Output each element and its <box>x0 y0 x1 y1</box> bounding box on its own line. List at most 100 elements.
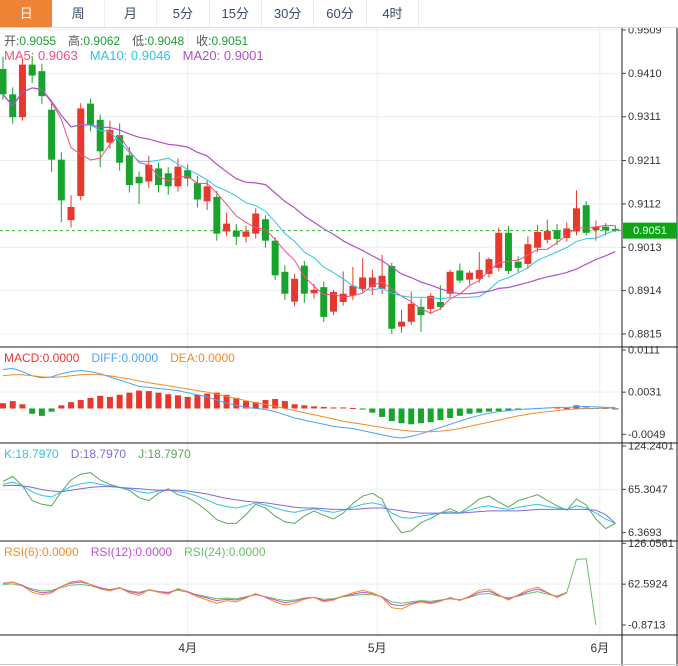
macd-hist-bar <box>437 408 444 421</box>
dea-line <box>2 373 616 433</box>
candle-body <box>203 186 211 202</box>
macd-hist-bar <box>447 408 454 418</box>
candle-body <box>368 277 376 288</box>
macd-hist-bar <box>165 394 172 409</box>
macd-hist-bar <box>349 407 356 409</box>
macd-hist-bar <box>466 408 473 414</box>
tab-60分[interactable]: 60分 <box>314 0 367 27</box>
axis-tick-label: 126.0561 <box>628 538 674 550</box>
month-label: 4月 <box>178 641 197 655</box>
macd-hist-bar <box>19 404 26 409</box>
macd-hist-bar <box>68 402 75 409</box>
macd-hist-bar <box>223 394 230 409</box>
macd-hist-bar <box>505 408 512 411</box>
dea-value: DEA:0.0000 <box>170 351 235 365</box>
candle-body <box>504 232 512 271</box>
macd-hist-bar <box>486 408 492 412</box>
macd-hist-bar <box>379 408 386 417</box>
candle-body <box>329 291 337 312</box>
tab-月[interactable]: 月 <box>105 0 158 27</box>
macd-hist-bar <box>476 408 483 413</box>
tab-周[interactable]: 周 <box>52 0 105 27</box>
tab-日[interactable]: 日 <box>0 0 53 27</box>
k-line <box>2 481 616 524</box>
axis-tick-label: 0.9211 <box>628 155 661 167</box>
candle-body <box>193 182 201 200</box>
high-value: 0.9062 <box>83 34 121 48</box>
macd-hist-bar <box>38 408 45 416</box>
candle-body <box>271 240 279 276</box>
macd-hist-bar <box>145 391 152 409</box>
diff-value: DIFF:0.0000 <box>91 351 159 365</box>
macd-hist-bar <box>417 408 424 424</box>
candle-body <box>495 232 503 268</box>
candle-body <box>125 155 133 186</box>
axis-tick-label: 62.5924 <box>628 579 668 591</box>
rsi6-value: RSI(6):0.0000 <box>4 545 79 559</box>
month-label: 6月 <box>590 641 609 655</box>
macd-hist-bar <box>311 406 318 409</box>
candle-body <box>18 64 26 118</box>
macd-hist-bar <box>330 407 337 409</box>
axis-tick-label: 0.9112 <box>628 198 661 210</box>
candle-body <box>38 71 46 97</box>
candle-body <box>242 231 250 237</box>
j-line <box>2 472 616 534</box>
candle-body <box>349 285 357 296</box>
rsi6-line <box>2 580 568 610</box>
candle-body <box>57 159 65 201</box>
candle-body <box>388 266 396 329</box>
candle-body <box>145 164 153 182</box>
candle-body <box>77 108 85 197</box>
macd-hist-bar <box>184 396 191 409</box>
candle-body <box>398 321 406 327</box>
close-value: 0.9051 <box>211 34 249 48</box>
macd-hist-bar <box>554 407 561 409</box>
candle-body <box>553 230 561 239</box>
tab-30分[interactable]: 30分 <box>262 0 315 27</box>
open-label: 开: <box>4 34 20 48</box>
candle-body <box>534 231 542 248</box>
macd-hist-bar <box>340 407 347 409</box>
macd-hist-bar <box>77 400 84 409</box>
rsi12-value: RSI(12):0.0000 <box>90 545 173 559</box>
candle-body <box>48 109 56 160</box>
macd-hist-bar <box>398 408 405 424</box>
candle-body <box>407 303 415 322</box>
macd-hist-bar <box>9 401 16 409</box>
candle-body <box>310 289 318 294</box>
k-value: K:18.7970 <box>4 447 59 461</box>
candle-body <box>602 226 610 231</box>
month-label: 5月 <box>368 641 387 655</box>
macd-hist-bar <box>58 405 65 409</box>
macd-hist-bar <box>320 406 327 409</box>
candle-body <box>524 244 532 264</box>
low-value: 0.9048 <box>147 34 185 48</box>
macd-hist-bar <box>252 402 259 409</box>
candle-body <box>67 206 75 221</box>
ohlc-info: 开:0.9055 高:0.9062 低:0.9048 收:0.9051 <box>4 32 248 49</box>
macd-hist-bar <box>29 408 36 414</box>
tab-15分[interactable]: 15分 <box>210 0 262 27</box>
candle-body <box>281 271 289 294</box>
tab-4时[interactable]: 4时 <box>367 0 420 27</box>
tab-5分[interactable]: 5分 <box>157 0 210 27</box>
macd-hist-bar <box>301 405 308 409</box>
close-label: 收: <box>196 34 212 48</box>
macd-hist-bar <box>106 396 113 409</box>
open-value: 0.9055 <box>19 34 57 48</box>
candle-body <box>417 306 425 316</box>
candle-body <box>543 231 551 240</box>
axis-tick-label: -0.8713 <box>628 620 665 632</box>
rsi-info: RSI(6):0.0000 RSI(12):0.0000 RSI(24):0.000… <box>4 545 266 559</box>
axis-tick-label: 0.0031 <box>628 387 662 399</box>
candle-body <box>427 295 435 310</box>
candle-body <box>291 278 299 302</box>
axis-tick-label: 124.2401 <box>628 441 674 453</box>
current-price-badge <box>623 222 677 239</box>
candle-body <box>223 223 231 232</box>
candle-body <box>106 129 114 143</box>
macd-hist-bar <box>194 394 201 409</box>
